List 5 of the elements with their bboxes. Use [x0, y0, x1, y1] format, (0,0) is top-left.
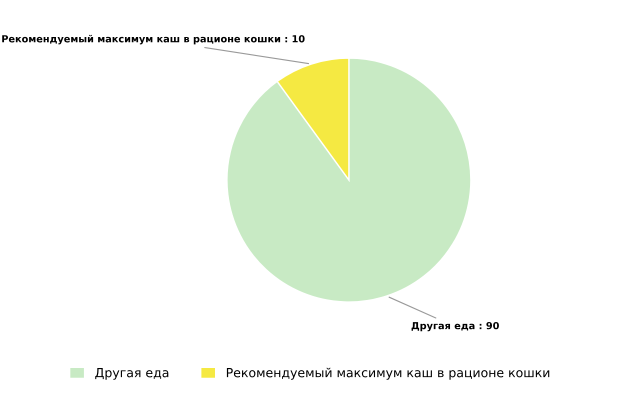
data-label: Рекомендуемый максимум каш в рационе кошки : 10: [2, 34, 305, 44]
pie-slice: [226, 57, 472, 303]
data-label: Другая еда : 90: [412, 322, 499, 332]
legend-label: Другая еда: [95, 368, 168, 380]
legend-label: Рекомендуемый максимум каш в рационе кошки: [226, 368, 550, 380]
